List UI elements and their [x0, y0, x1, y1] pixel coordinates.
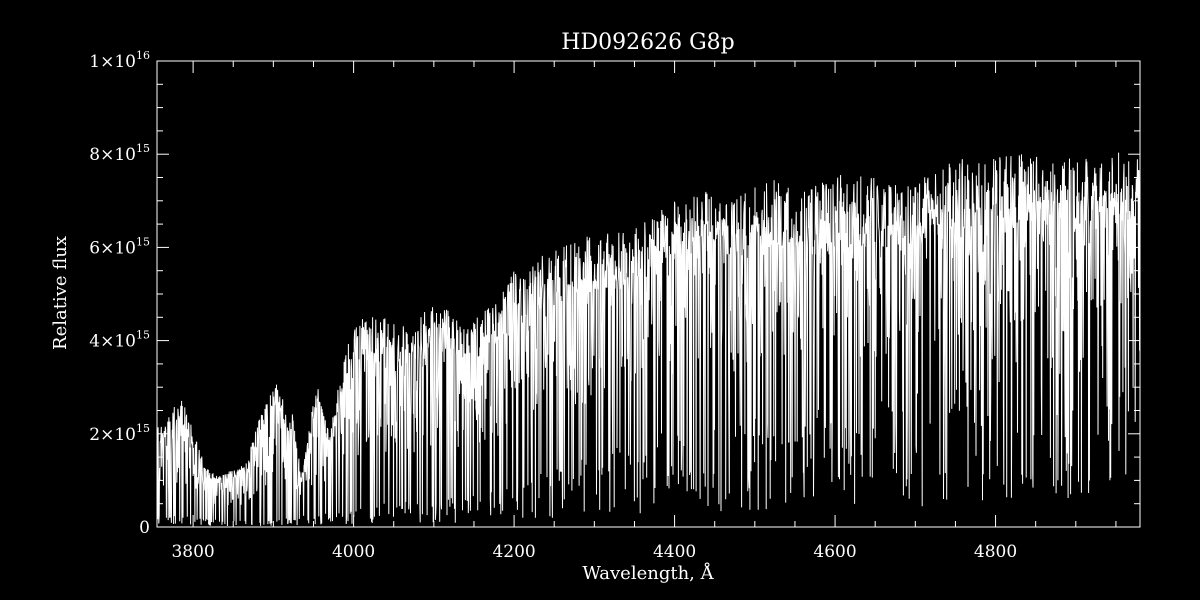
y-tick-label: 6×1015 — [89, 235, 150, 258]
x-tick-label: 4800 — [974, 542, 1017, 562]
y-tick-label: 4×1015 — [89, 329, 150, 352]
flux-series-line — [156, 152, 1141, 527]
plot-area: 3800 4000 4200 4400 4600 4800 0 2×1015 4×1015 6×… — [89, 49, 1141, 562]
y-tick-label: 8×1015 — [89, 142, 150, 165]
x-tick-label: 4200 — [492, 542, 535, 562]
y-tick-label: 2×1015 — [89, 422, 150, 445]
x-tick-label: 4600 — [813, 542, 856, 562]
x-tick-label: 4400 — [653, 542, 696, 562]
y-tick-label: 1×1016 — [89, 49, 150, 72]
x-tick-labels: 3800 4000 4200 4400 4600 4800 — [171, 542, 1017, 562]
y-tick-label: 0 — [139, 518, 150, 538]
chart-title: HD092626 G8p — [561, 30, 734, 55]
flux-spectrum-series — [156, 152, 1141, 527]
x-axis-label: Wavelength, Å — [582, 562, 714, 584]
y-tick-labels: 0 2×1015 4×1015 6×1015 8×1015 1×1016 — [89, 49, 150, 538]
x-tick-label: 4000 — [332, 542, 375, 562]
y-axis-label: Relative flux — [50, 236, 71, 350]
axis-ticks — [157, 60, 1140, 528]
x-tick-label: 3800 — [171, 542, 214, 562]
